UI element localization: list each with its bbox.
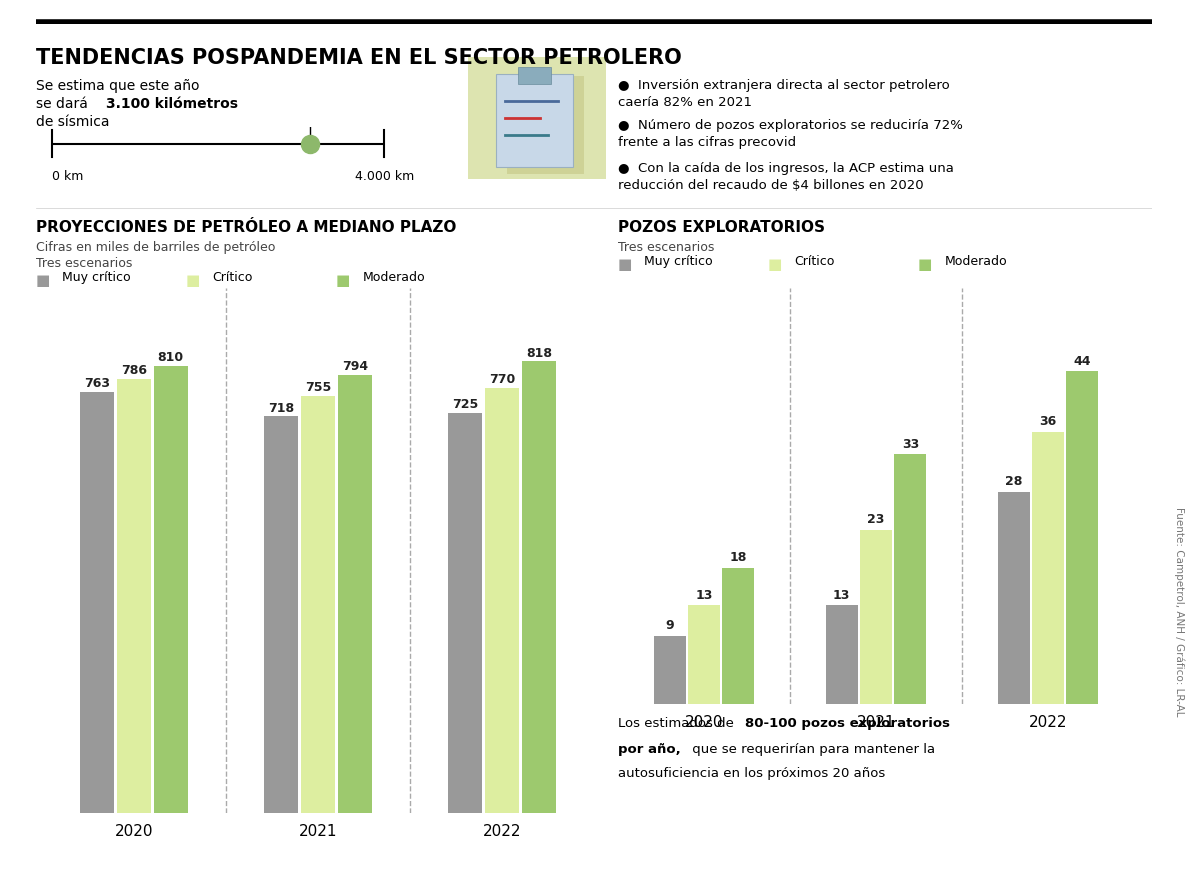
Text: que se requerirían para mantener la: que se requerirían para mantener la (688, 743, 935, 756)
Bar (154, 365, 188, 813)
Text: Fuente: Campetrol, ANH / Gráfico: LR-AL: Fuente: Campetrol, ANH / Gráfico: LR-AL (1174, 507, 1184, 717)
Text: ■: ■ (186, 273, 200, 288)
Bar (722, 568, 755, 704)
Text: PROYECCIONES DE PETRÓLEO A MEDIANO PLAZO: PROYECCIONES DE PETRÓLEO A MEDIANO PLAZO (36, 220, 456, 235)
Text: Crítico: Crítico (794, 255, 835, 268)
Text: 4.000 km: 4.000 km (355, 170, 414, 183)
Bar (116, 379, 151, 813)
Bar (517, 66, 551, 84)
Bar (522, 361, 556, 813)
Text: Los estimados de: Los estimados de (618, 717, 738, 730)
Text: ●  Inversión extranjera directa al sector petrolero
caería 82% en 2021: ● Inversión extranjera directa al sector… (618, 79, 949, 108)
Text: 770: 770 (488, 373, 515, 386)
Text: 23: 23 (868, 513, 884, 526)
Bar (485, 388, 520, 813)
Text: ■: ■ (36, 273, 50, 288)
Text: 18: 18 (730, 551, 748, 564)
Bar (1067, 371, 1098, 704)
Bar (894, 454, 926, 704)
Bar (826, 606, 858, 704)
Bar (264, 417, 299, 813)
Text: Muy crítico: Muy crítico (644, 255, 713, 268)
Text: Se estima que este año: Se estima que este año (36, 79, 199, 93)
Text: ■: ■ (918, 257, 932, 272)
Text: 718: 718 (268, 402, 294, 415)
Bar (496, 74, 572, 167)
Bar (688, 606, 720, 704)
Text: ●  Con la caída de los ingresos, la ACP estima una
reducción del recaudo de $4 b: ● Con la caída de los ingresos, la ACP e… (618, 162, 954, 191)
Text: Tres escenarios: Tres escenarios (36, 257, 132, 270)
Text: por año,: por año, (618, 743, 680, 756)
Text: 13: 13 (833, 589, 851, 601)
Text: 818: 818 (526, 347, 552, 359)
Text: 755: 755 (305, 381, 331, 394)
Text: ■: ■ (336, 273, 350, 288)
Text: 794: 794 (342, 360, 368, 373)
Text: TENDENCIAS POSPANDEMIA EN EL SECTOR PETROLERO: TENDENCIAS POSPANDEMIA EN EL SECTOR PETR… (36, 48, 682, 68)
Bar (448, 413, 482, 813)
Text: 36: 36 (1039, 415, 1057, 428)
Text: Moderado: Moderado (944, 255, 1007, 268)
Bar (860, 530, 892, 704)
Text: Moderado: Moderado (362, 271, 425, 284)
Text: 786: 786 (121, 364, 148, 378)
Text: se dará: se dará (36, 97, 92, 111)
Bar (654, 635, 685, 704)
Text: 28: 28 (1004, 475, 1022, 489)
Text: Cifras en miles de barriles de petróleo: Cifras en miles de barriles de petróleo (36, 241, 275, 254)
Bar (997, 492, 1030, 704)
Text: 0 km: 0 km (52, 170, 83, 183)
Text: Tres escenarios: Tres escenarios (618, 241, 714, 254)
Text: Crítico: Crítico (212, 271, 253, 284)
Text: de sísmica: de sísmica (36, 115, 109, 129)
Text: ●  Número de pozos exploratorios se reduciría 72%
frente a las cifras precovid: ● Número de pozos exploratorios se reduc… (618, 119, 962, 149)
Text: autosuficiencia en los próximos 20 años: autosuficiencia en los próximos 20 años (618, 767, 886, 780)
Text: 9: 9 (665, 619, 674, 632)
Text: Muy crítico: Muy crítico (62, 271, 131, 284)
Text: ■: ■ (768, 257, 782, 272)
Text: 13: 13 (695, 589, 713, 601)
Text: 3.100 kilómetros: 3.100 kilómetros (106, 97, 238, 111)
Bar (337, 375, 372, 813)
Text: 44: 44 (1074, 355, 1091, 368)
Bar (1032, 432, 1064, 704)
Text: 33: 33 (901, 438, 919, 451)
Bar (80, 392, 114, 813)
Text: 810: 810 (157, 351, 184, 364)
Text: ■: ■ (618, 257, 632, 272)
Text: POZOS EXPLORATORIOS: POZOS EXPLORATORIOS (618, 220, 826, 235)
Text: 725: 725 (452, 398, 479, 411)
Text: 80-100 pozos exploratorios: 80-100 pozos exploratorios (745, 717, 950, 730)
Text: 763: 763 (84, 377, 110, 390)
Bar (301, 396, 335, 813)
Bar (506, 76, 584, 174)
